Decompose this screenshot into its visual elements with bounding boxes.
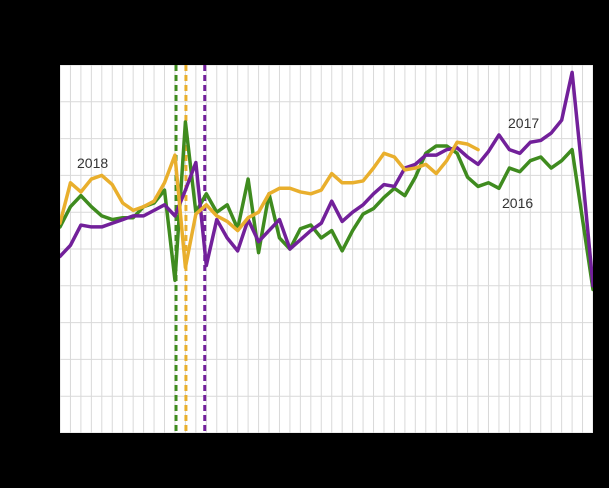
plot-area: 2018 2017 2016: [60, 65, 593, 433]
series-label-2017: 2017: [508, 115, 540, 131]
series-label-2018: 2018: [77, 155, 109, 171]
chart-svg: [60, 65, 593, 433]
series-label-2016: 2016: [502, 195, 534, 211]
